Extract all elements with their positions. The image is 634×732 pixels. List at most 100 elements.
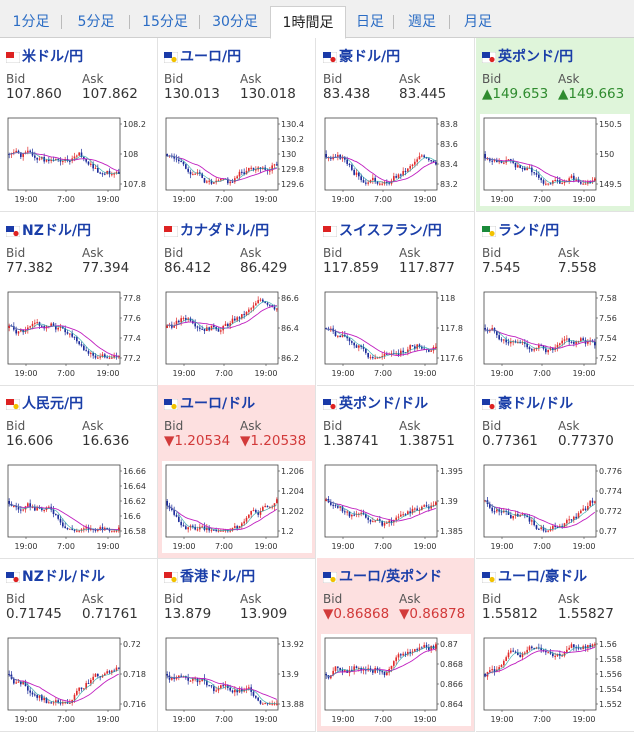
candle-body [435, 162, 437, 165]
pair-card[interactable]: 人民元/円 Bid Ask 16.606 16.636 16.66 16.64 16.62 16… [0, 385, 158, 559]
price-chart[interactable]: 130.4 130.2 130 129.8 129.6 19:00 7:00 19:00 [162, 114, 312, 206]
price-chart[interactable]: 1.206 1.204 1.202 1.2 19:00 7:00 19:00 [162, 461, 312, 553]
candle-body [526, 515, 528, 518]
candle-body [106, 357, 108, 359]
price-chart[interactable]: 86.6 86.4 86.2 19:00 7:00 19:00 [162, 288, 312, 380]
candle-body [531, 167, 533, 173]
pair-title-link[interactable]: 豪ドル/円 [339, 49, 401, 65]
pair-card[interactable]: 米ドル/円 Bid Ask 107.860 107.862 108.2 108 107.8 19… [0, 38, 158, 212]
candle-body [166, 674, 168, 676]
candle-body [83, 688, 85, 690]
pair-card[interactable]: 香港ドル/円 Bid Ask 13.879 13.909 13.92 13.9 13.88 19… [158, 558, 316, 732]
candle-body [498, 335, 500, 340]
x-tick-label: 7:00 [57, 715, 75, 724]
pair-card[interactable]: NZドル/ドル Bid Ask 0.71745 0.71761 0.72 0.718 0.71… [0, 558, 158, 732]
pair-card[interactable]: ユーロ/英ポンド Bid Ask ▼0.86868 ▼0.86878 0.87 0.868 0… [317, 558, 475, 732]
pair-card[interactable]: 豪ドル/円 Bid Ask 83.438 83.445 83.8 83.6 83.4 83.2 1… [317, 38, 475, 212]
tab-2[interactable]: 5分足 [62, 6, 130, 38]
candle-body [393, 519, 395, 523]
price-chart[interactable]: 83.8 83.6 83.4 83.2 19:00 7:00 19:00 [321, 114, 471, 206]
tab-5[interactable]: 1時間足 [270, 6, 346, 39]
price-chart[interactable]: 0.72 0.718 0.716 19:00 7:00 19:00 [4, 634, 154, 726]
candle-body [94, 529, 97, 531]
chart-frame [483, 291, 597, 365]
bid-value: 107.860 [6, 86, 62, 102]
tab-8[interactable]: 月足 [450, 6, 506, 38]
price-chart[interactable]: 0.87 0.868 0.866 0.864 19:00 7:00 19:00 [321, 634, 471, 726]
candle-body [76, 690, 78, 695]
price-chart[interactable]: 118 117.8 117.6 19:00 7:00 19:00 [321, 288, 471, 380]
candle-body [386, 522, 388, 524]
pair-card[interactable]: NZドル/円 Bid Ask 77.382 77.394 77.8 77.6 77.4 77.2… [0, 212, 158, 386]
tab-7[interactable]: 週足 [394, 6, 450, 38]
y-tick-label: 7.54 [599, 334, 617, 343]
pair-title-link[interactable]: ユーロ/豪ドル [498, 569, 588, 585]
candle-body [425, 645, 428, 648]
candle-body [87, 527, 90, 530]
chart-frame [165, 464, 279, 538]
price-chart[interactable]: 77.8 77.6 77.4 77.2 19:00 7:00 19:00 [4, 288, 154, 380]
price-chart[interactable]: 16.66 16.64 16.62 16.6 16.58 19:00 7:00 19:00 [4, 461, 154, 553]
pair-card[interactable]: ランド/円 Bid Ask 7.545 7.558 7.58 7.56 7.54 7.52 19:… [476, 212, 634, 386]
candle-body [118, 172, 120, 174]
pair-title-link[interactable]: 人民元/円 [22, 396, 84, 412]
tab-6[interactable]: 日足 [346, 6, 394, 38]
candle-body [540, 527, 542, 529]
candle-body [568, 519, 570, 521]
candle-body [80, 344, 83, 346]
pair-card[interactable]: ユーロ/豪ドル Bid Ask 1.55812 1.55827 1.56 1.558 1.55… [476, 558, 634, 732]
candle-body [500, 511, 503, 513]
candle-body [259, 510, 262, 515]
candle-body [542, 527, 545, 531]
price-chart[interactable]: 150.5 150 149.5 19:00 7:00 19:00 [480, 114, 630, 206]
candle-body [94, 355, 97, 358]
pair-title-link[interactable]: 豪ドル/ドル [498, 396, 574, 412]
price-chart[interactable]: 1.395 1.39 1.385 19:00 7:00 19:00 [321, 461, 471, 553]
candle-body [573, 175, 575, 181]
candle-body [94, 167, 97, 169]
pair-card[interactable]: 豪ドル/ドル Bid Ask 0.77361 0.77370 0.776 0.774 0.77… [476, 385, 634, 559]
pair-card[interactable]: 英ポンド/ドル Bid Ask 1.38741 1.38751 1.395 1.39 1.38… [317, 385, 475, 559]
candle-body [521, 653, 524, 657]
pair-title-link[interactable]: 米ドル/円 [22, 49, 84, 65]
bid-label: Bid [164, 592, 184, 606]
tab-1[interactable]: 1分足 [0, 6, 62, 38]
pair-card[interactable]: 英ポンド/円 Bid Ask ▲149.653 ▲149.663 150.5 150 149.… [476, 38, 634, 212]
candle-body [563, 181, 566, 183]
price-chart[interactable]: 108.2 108 107.8 19:00 7:00 19:00 [4, 114, 154, 206]
pair-card[interactable]: ユーロ/円 Bid Ask 130.013 130.018 130.4 130.2 130 12… [158, 38, 316, 212]
candle-body [369, 357, 372, 359]
pair-title-link[interactable]: NZドル/ドル [22, 569, 105, 585]
candle-body [517, 652, 519, 655]
pair-title-link[interactable]: ユーロ/ドル [180, 396, 256, 412]
candle-body [34, 155, 36, 158]
tab-4[interactable]: 30分足 [200, 6, 270, 38]
price-chart[interactable]: 1.56 1.558 1.556 1.554 1.552 19:00 7:00 19:00 [480, 634, 630, 726]
pair-title-link[interactable]: スイスフラン/円 [339, 223, 442, 239]
pair-title-link[interactable]: ユーロ/円 [180, 49, 242, 65]
price-chart[interactable]: 0.776 0.774 0.772 0.77 19:00 7:00 19:00 [480, 461, 630, 553]
pair-title-link[interactable]: カナダドル/円 [180, 223, 270, 239]
candle-body [255, 695, 257, 698]
tab-3[interactable]: 15分足 [130, 6, 200, 38]
candle-body [381, 356, 383, 358]
price-chart[interactable]: 13.92 13.9 13.88 19:00 7:00 19:00 [162, 634, 312, 726]
candle-body [229, 687, 231, 691]
pair-title-link[interactable]: ランド/円 [498, 223, 560, 239]
candle-body [360, 345, 362, 347]
candle-body [362, 346, 365, 349]
candle-body [208, 685, 210, 687]
pair-card[interactable]: カナダドル/円 Bid Ask 86.412 86.429 86.6 86.4 86.2 19:… [158, 212, 316, 386]
candle-body [85, 527, 87, 529]
pair-card[interactable]: スイスフラン/円 Bid Ask 117.859 117.877 118 117.8 117.… [317, 212, 475, 386]
pair-title-link[interactable]: 英ポンド/ドル [339, 396, 429, 412]
pair-title-link[interactable]: 英ポンド/円 [498, 49, 574, 65]
price-chart[interactable]: 7.58 7.56 7.54 7.52 19:00 7:00 19:00 [480, 288, 630, 380]
pair-title-link[interactable]: ユーロ/英ポンド [339, 569, 443, 585]
pair-title-link[interactable]: NZドル/円 [22, 223, 91, 239]
candle-body [217, 180, 220, 182]
pair-title-link[interactable]: 香港ドル/円 [180, 569, 256, 585]
candle-body [201, 526, 203, 528]
pair-card[interactable]: ユーロ/ドル Bid Ask ▼1.20534 ▼1.20538 1.206 1.204 1.… [158, 385, 316, 559]
candle-body [531, 646, 533, 649]
